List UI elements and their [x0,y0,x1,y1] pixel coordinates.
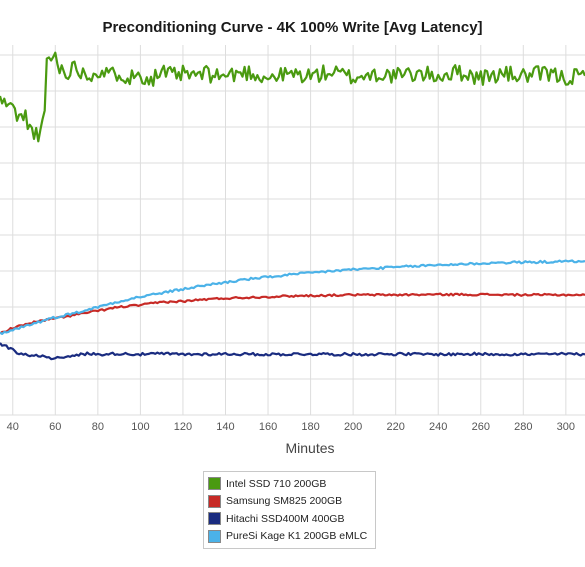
x-tick-label: 120 [174,421,192,433]
x-tick-label: 220 [386,421,404,433]
x-tick-label: 100 [131,421,149,433]
series-line-3 [0,342,585,361]
legend-label: PureSi Kage K1 200GB eMLC [226,530,368,543]
series-line-1 [0,51,585,143]
x-tick-label: 160 [259,421,277,433]
x-tick-label: 180 [301,421,319,433]
x-tick-label: 200 [344,421,362,433]
x-tick-label: 300 [557,421,575,433]
legend-item: PureSi Kage K1 200GB eMLC [208,528,375,546]
x-axis: 40 60 80 100 120 140 160 180 200 220 240 260 280 300 [7,421,575,433]
legend-swatch [208,494,221,508]
legend-swatch [208,512,221,526]
legend-item: Intel SSD 710 200GB [208,475,375,493]
x-tick-label: 80 [92,421,104,433]
legend-label: Intel SSD 710 200GB [226,477,327,490]
series-layer [0,51,585,361]
legend-label: Samsung SM825 200GB [226,495,343,508]
series-line-2 [0,292,585,335]
grid [0,45,585,416]
x-axis-label: Minutes [285,440,335,456]
x-tick-label: 60 [49,421,61,433]
legend-item: Samsung SM825 200GB [208,493,375,511]
chart-title: Preconditioning Curve - 4K 100% Write [A… [102,19,483,36]
x-tick-label: 40 [7,421,19,433]
legend-swatch [208,529,221,543]
x-tick-label: 240 [429,421,447,433]
x-tick-label: 140 [216,421,234,433]
legend-item: Hitachi SSD400M 400GB [208,510,375,528]
series-line-4 [0,259,585,335]
x-tick-label: 260 [472,421,490,433]
legend: Intel SSD 710 200GB Samsung SM825 200GB Hi… [203,471,376,549]
x-tick-label: 280 [514,421,532,433]
legend-swatch [208,477,221,491]
legend-label: Hitachi SSD400M 400GB [226,512,345,525]
